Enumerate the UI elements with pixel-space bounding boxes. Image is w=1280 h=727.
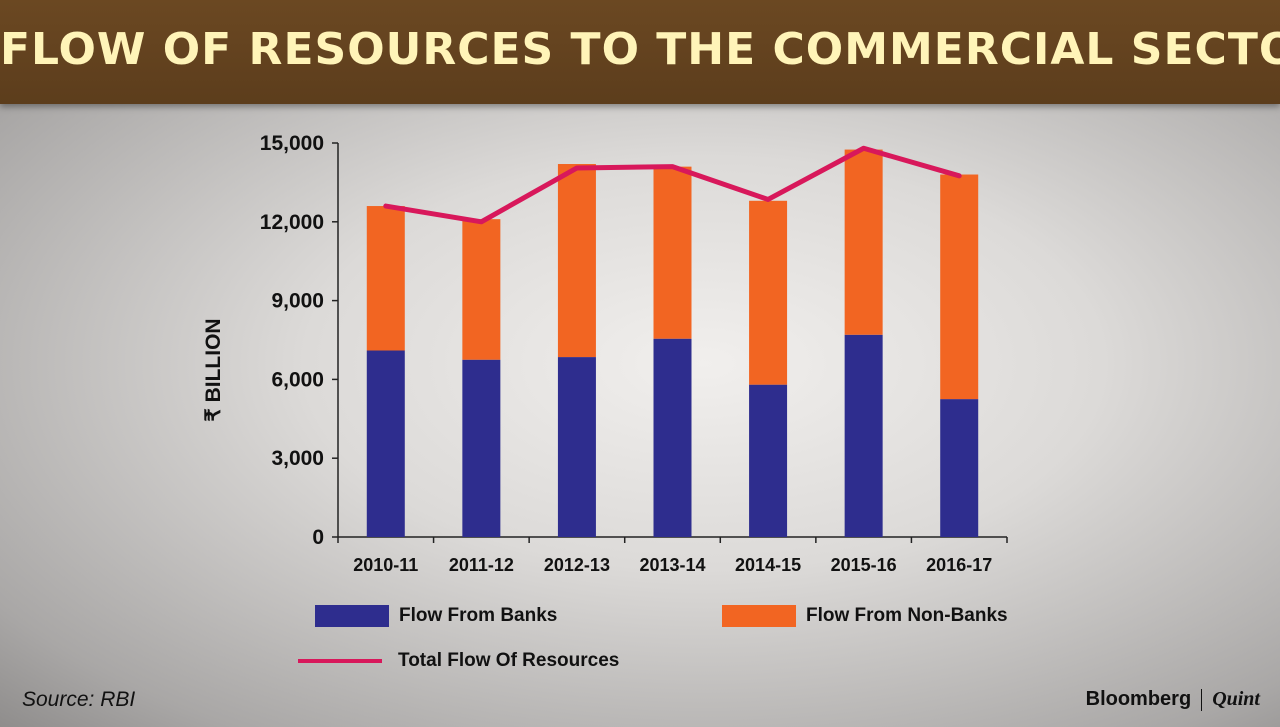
y-axis-label: ₹ BILLION	[202, 318, 225, 421]
bar-non-banks	[557, 164, 596, 358]
brand-bloomberg: Bloomberg	[1085, 688, 1192, 710]
x-tick-label: 2010-11	[353, 555, 418, 575]
bar-banks	[653, 338, 692, 537]
chart-title: FLOW OF RESOURCES TO THE COMMERCIAL SECT…	[0, 24, 1280, 75]
bar-banks	[940, 399, 979, 537]
source-note: Source: RBI	[22, 688, 136, 711]
bar-banks	[366, 350, 405, 537]
brand-quint: Quint	[1212, 688, 1260, 710]
y-tick-label: 0	[312, 526, 324, 549]
legend-label-banks: Flow From Banks	[399, 605, 558, 626]
bar-non-banks	[844, 149, 883, 335]
bar-banks	[462, 359, 501, 537]
legend-label-nonbanks: Flow From Non-Banks	[806, 605, 1008, 626]
legend-nonbanks: Flow From Non-Banks	[722, 605, 1008, 627]
bar-non-banks	[749, 200, 788, 385]
legend-banks: Flow From Banks	[315, 605, 557, 627]
bar-non-banks	[653, 166, 692, 339]
x-tick-label: 2014-15	[735, 555, 801, 575]
legend-swatch-total	[298, 659, 382, 663]
x-tick-label: 2015-16	[831, 555, 897, 575]
bar-non-banks	[940, 174, 979, 400]
title-bar: FLOW OF RESOURCES TO THE COMMERCIAL SECT…	[0, 0, 1280, 104]
y-tick-label: 12,000	[260, 211, 324, 234]
x-tick-label: 2011-12	[449, 555, 514, 575]
legend-swatch-banks	[315, 605, 389, 627]
legend-total: Total Flow Of Resources	[298, 650, 619, 672]
bar-banks	[749, 384, 788, 537]
bar-banks	[844, 334, 883, 537]
y-tick-label: 3,000	[271, 447, 324, 470]
bar-non-banks	[366, 206, 405, 351]
bar-non-banks	[462, 219, 501, 360]
line-total-flow	[383, 145, 962, 225]
y-tick-label: 6,000	[271, 368, 324, 391]
legend-label-total: Total Flow Of Resources	[398, 650, 620, 671]
y-tick-label: 15,000	[260, 132, 324, 155]
y-tick-label: 9,000	[271, 290, 324, 313]
legend-swatch-nonbanks	[722, 605, 796, 627]
x-tick-label: 2013-14	[639, 555, 705, 575]
brand-logo: Bloomberg Quint	[1086, 688, 1260, 711]
x-tick-label: 2016-17	[926, 555, 992, 575]
bar-banks	[557, 357, 596, 537]
brand-divider	[1201, 688, 1203, 711]
x-tick-label: 2012-13	[544, 555, 610, 575]
